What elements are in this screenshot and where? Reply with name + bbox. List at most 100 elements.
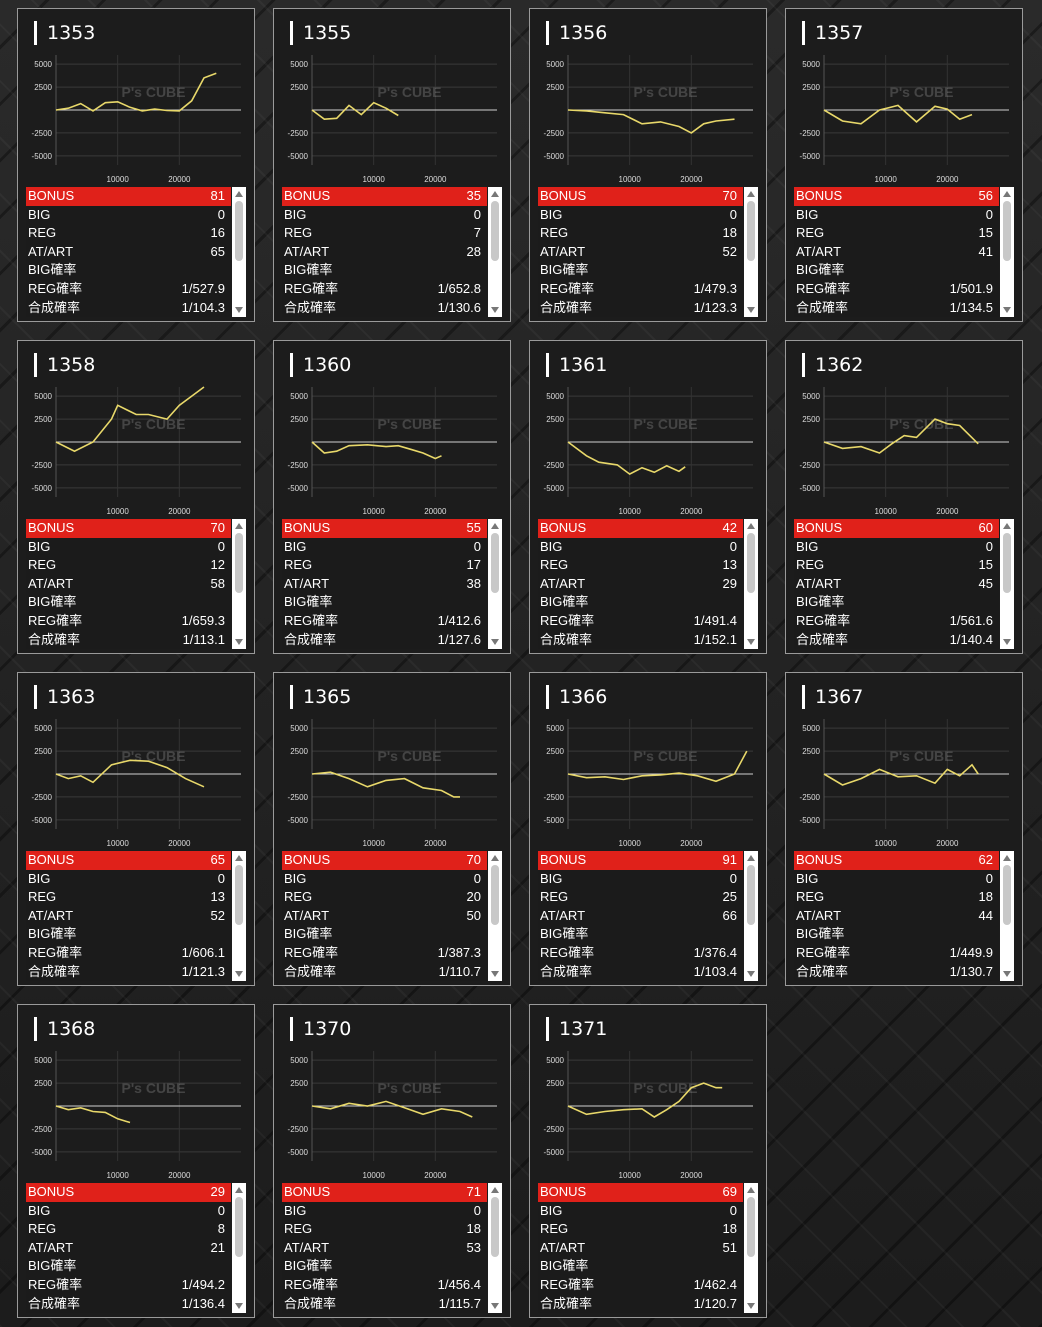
scroll-up-arrow-icon[interactable] [1003, 191, 1011, 197]
stat-label: BIG確率 [796, 926, 845, 942]
stat-label: REG確率 [540, 944, 595, 960]
total-prob-row: 合成確率 1/120.7 [538, 1295, 743, 1314]
machine-card[interactable]: 1367 5000 2500 -2500 -5000 10000 20000 P's CUBE… [785, 672, 1023, 986]
scroll-down-arrow-icon[interactable] [235, 639, 243, 645]
stat-label: BIG確率 [540, 926, 589, 942]
scroll-thumb[interactable] [747, 865, 755, 925]
scroll-down-arrow-icon[interactable] [491, 1303, 499, 1309]
scroll-down-arrow-icon[interactable] [235, 971, 243, 977]
machine-card[interactable]: 1366 5000 2500 -2500 -5000 10000 20000 P's CUBE… [529, 672, 767, 986]
y-tick-label: 2500 [290, 747, 308, 756]
scroll-up-arrow-icon[interactable] [491, 1187, 499, 1193]
machine-card[interactable]: 1353 5000 2500 -2500 -5000 10000 20000 P's CUBE… [17, 8, 255, 322]
scroll-up-arrow-icon[interactable] [491, 191, 499, 197]
stat-value: 65 [210, 852, 225, 867]
scroll-down-arrow-icon[interactable] [1003, 971, 1011, 977]
scroll-down-arrow-icon[interactable] [1003, 307, 1011, 313]
stat-value: 1/121.3 [181, 963, 225, 979]
scroll-thumb[interactable] [235, 1197, 243, 1257]
stat-label: 合成確率 [796, 963, 849, 979]
machine-card[interactable]: 1371 5000 2500 -2500 -5000 10000 20000 P's CUBE… [529, 1004, 767, 1318]
stat-label: REG確率 [284, 1276, 339, 1292]
scroll-thumb[interactable] [235, 201, 243, 261]
total-prob-row: 合成確率 1/130.7 [794, 963, 999, 982]
machine-card[interactable]: 1360 5000 2500 -2500 -5000 10000 20000 P's CUBE… [273, 340, 511, 654]
machine-card[interactable]: 1368 5000 2500 -2500 -5000 10000 20000 P's CUBE… [17, 1004, 255, 1318]
scroll-up-arrow-icon[interactable] [491, 523, 499, 529]
machine-card[interactable]: 1357 5000 2500 -2500 -5000 10000 20000 P's CUBE… [785, 8, 1023, 322]
slump-line [55, 759, 205, 788]
scroll-down-arrow-icon[interactable] [235, 307, 243, 313]
stat-value: 0 [729, 538, 737, 554]
machine-card[interactable]: 1365 5000 2500 -2500 -5000 10000 20000 P's CUBE… [273, 672, 511, 986]
scroll-thumb[interactable] [747, 201, 755, 261]
scrollbar[interactable] [1000, 519, 1014, 649]
x-tick-label: 10000 [875, 839, 898, 848]
scroll-down-arrow-icon[interactable] [1003, 639, 1011, 645]
scrollbar[interactable] [744, 1183, 758, 1313]
scroll-up-arrow-icon[interactable] [747, 1187, 755, 1193]
scroll-thumb[interactable] [491, 201, 499, 261]
machine-card[interactable]: 1355 5000 2500 -2500 -5000 10000 20000 P's CUBE… [273, 8, 511, 322]
scroll-thumb[interactable] [1003, 865, 1011, 925]
y-tick-label: 2500 [802, 83, 820, 92]
machine-card[interactable]: 1362 5000 2500 -2500 -5000 10000 20000 P's CUBE… [785, 340, 1023, 654]
scroll-thumb[interactable] [1003, 201, 1011, 261]
scrollbar[interactable] [1000, 187, 1014, 317]
machine-card[interactable]: 1370 5000 2500 -2500 -5000 10000 20000 P's CUBE… [273, 1004, 511, 1318]
machine-number: 1357 [802, 21, 863, 45]
scroll-up-arrow-icon[interactable] [1003, 855, 1011, 861]
stat-value: 0 [217, 870, 225, 886]
scrollbar[interactable] [232, 1183, 246, 1313]
machine-card[interactable]: 1361 5000 2500 -2500 -5000 10000 20000 P's CUBE… [529, 340, 767, 654]
scrollbar[interactable] [488, 187, 502, 317]
scrollbar[interactable] [744, 851, 758, 981]
scroll-up-arrow-icon[interactable] [235, 523, 243, 529]
scroll-up-arrow-icon[interactable] [1003, 523, 1011, 529]
scroll-down-arrow-icon[interactable] [747, 971, 755, 977]
y-tick-label: 5000 [546, 392, 564, 401]
machine-number: 1355 [290, 21, 351, 45]
machine-card[interactable]: 1358 5000 2500 -2500 -5000 10000 20000 P's CUBE… [17, 340, 255, 654]
stat-label: BONUS [28, 520, 75, 535]
scroll-up-arrow-icon[interactable] [491, 855, 499, 861]
scroll-thumb[interactable] [235, 865, 243, 925]
scroll-up-arrow-icon[interactable] [747, 191, 755, 197]
scroll-down-arrow-icon[interactable] [747, 1303, 755, 1309]
scrollbar[interactable] [488, 851, 502, 981]
scroll-down-arrow-icon[interactable] [747, 639, 755, 645]
slump-line [823, 104, 973, 125]
scroll-down-arrow-icon[interactable] [747, 307, 755, 313]
scroll-thumb[interactable] [491, 1197, 499, 1257]
scroll-thumb[interactable] [491, 533, 499, 593]
scrollbar[interactable] [1000, 851, 1014, 981]
machine-card[interactable]: 1356 5000 2500 -2500 -5000 10000 20000 P's CUBE… [529, 8, 767, 322]
scroll-up-arrow-icon[interactable] [747, 855, 755, 861]
scroll-thumb[interactable] [1003, 533, 1011, 593]
scroll-up-arrow-icon[interactable] [235, 1187, 243, 1193]
scroll-thumb[interactable] [747, 533, 755, 593]
scrollbar[interactable] [232, 519, 246, 649]
scroll-thumb[interactable] [491, 865, 499, 925]
scrollbar[interactable] [232, 187, 246, 317]
scrollbar[interactable] [744, 187, 758, 317]
y-tick-label: -2500 [288, 1125, 309, 1134]
scroll-down-arrow-icon[interactable] [235, 1303, 243, 1309]
scrollbar[interactable] [744, 519, 758, 649]
scroll-down-arrow-icon[interactable] [491, 639, 499, 645]
scroll-up-arrow-icon[interactable] [235, 855, 243, 861]
big-prob-row: BIG確率 [26, 925, 231, 944]
stat-value: 52 [722, 243, 737, 259]
scroll-down-arrow-icon[interactable] [491, 971, 499, 977]
scrollbar[interactable] [488, 519, 502, 649]
slump-line [55, 72, 217, 112]
scroll-thumb[interactable] [235, 533, 243, 593]
scroll-thumb[interactable] [747, 1197, 755, 1257]
scroll-up-arrow-icon[interactable] [747, 523, 755, 529]
machine-card[interactable]: 1363 5000 2500 -2500 -5000 10000 20000 P's CUBE… [17, 672, 255, 986]
y-tick-label: -2500 [544, 793, 565, 802]
scroll-down-arrow-icon[interactable] [491, 307, 499, 313]
scroll-up-arrow-icon[interactable] [235, 191, 243, 197]
scrollbar[interactable] [232, 851, 246, 981]
scrollbar[interactable] [488, 1183, 502, 1313]
